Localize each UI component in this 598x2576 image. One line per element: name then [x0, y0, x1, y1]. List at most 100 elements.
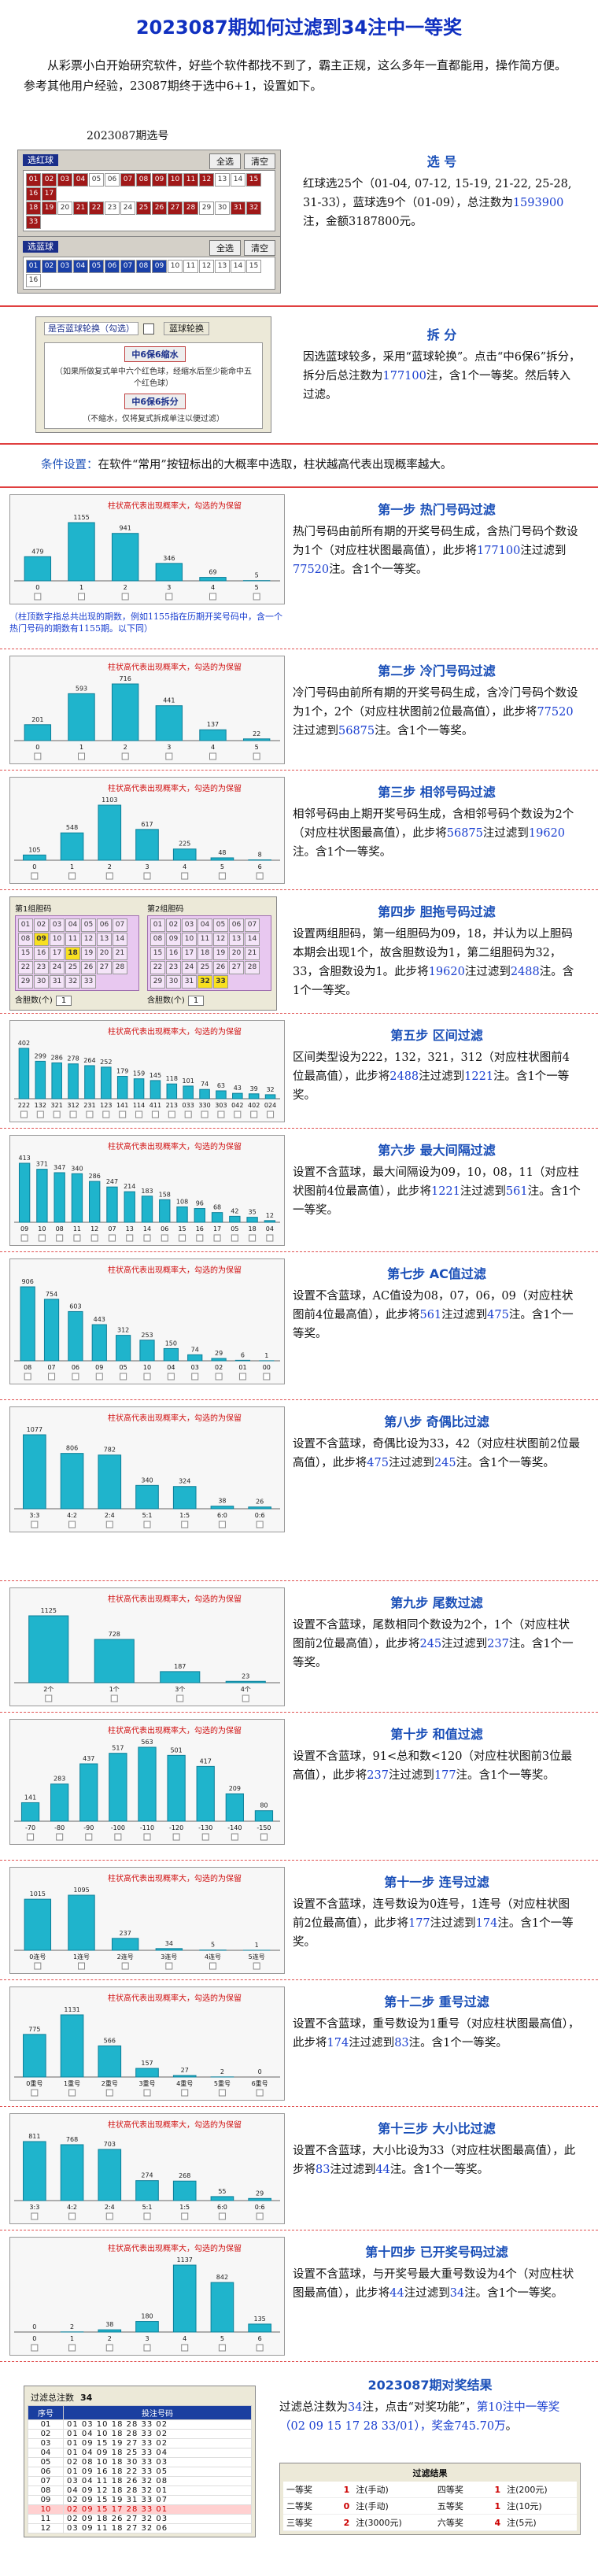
text: 注。含1个一等奖。 [456, 1769, 555, 1782]
row: 04 01 04 09 18 25 33 04 [28, 2448, 252, 2458]
chart-caption: 柱状高代表出现概率大，勾选的为保留 [108, 1141, 242, 1151]
check-box [110, 1695, 118, 1702]
category-label: 321 [51, 1102, 63, 1109]
chart-caption: 柱状高代表出现概率大，勾选的为保留 [108, 2120, 242, 2130]
ball: 31 [50, 975, 65, 989]
category-label: 2重号 [102, 2079, 118, 2087]
check-box [69, 1111, 77, 1118]
check-box [121, 752, 129, 760]
highlight: 19620 [528, 827, 566, 840]
text: 注过滤到 [441, 1309, 488, 1321]
value-label: 0 [258, 2068, 262, 2075]
header-row: 序号 投注号码 [28, 2405, 252, 2420]
text: 注过滤到 [464, 966, 511, 978]
text: 注。含1个一等奖。 [408, 2037, 508, 2049]
picker-text: 选 号红球选25个（01-04, 07-12, 15-19, 21-22, 25… [303, 151, 581, 231]
value-label: 402 [18, 1040, 30, 1047]
bar-chart: 柱状高代表出现概率大，勾选的为保留 775 0重号 1131 1重号 566 2重号 157 3… [9, 1987, 285, 2101]
check-box [242, 1695, 249, 1702]
check-box [201, 1111, 209, 1118]
value-label: 842 [216, 2274, 228, 2281]
value-label: 252 [100, 1059, 112, 1066]
check-box [114, 1833, 122, 1841]
value-label: 286 [89, 1173, 101, 1180]
step-chart: 柱状高代表出现概率大，勾选的为保留 413 09 371 10 347 08 340 11 286… [0, 1129, 293, 1251]
ball: 06 [229, 918, 244, 932]
highlight: 475 [367, 1457, 389, 1469]
ball: 31 [231, 201, 245, 215]
ball: 27 [168, 201, 183, 215]
check-box [234, 1111, 242, 1118]
heading: 第五步 区间过滤 [390, 1028, 483, 1043]
bar [18, 1162, 31, 1223]
check-box [90, 1234, 98, 1242]
bar [248, 859, 271, 861]
check-box [179, 1234, 186, 1242]
ball: 30 [166, 975, 181, 989]
ball: 24 [182, 961, 197, 974]
value-label: 346 [163, 555, 175, 562]
cell: 06 [28, 2467, 64, 2477]
paragraph: 冷门号码由前所有期的开奖号码生成，含冷门号码个数设为1个，2个（对应柱状图前2位… [293, 684, 581, 741]
dan-group: 第1组胆码 01 02 03 04 05 06 07 08 09 10 11 12 13 14 15 16 17 1… [15, 902, 139, 1006]
result-text: 2023087期对奖结果 过滤总注数为34注，点击“对奖功能”，第10注中一等奖（… [279, 2375, 581, 2436]
check-box [181, 2212, 189, 2220]
value-label: 1137 [177, 2256, 193, 2264]
step: 柱状高代表出现概率大，勾选的为保留 1015 0连号 1095 1连号 237 2连号 34 3… [0, 1861, 598, 1980]
heading: 2023087期对奖结果 [367, 2378, 493, 2393]
ball: 04 [73, 173, 88, 187]
ball: 25 [136, 201, 151, 215]
count-row: 含胆数(个) 1 [15, 993, 139, 1006]
category-label: -150 [257, 1824, 271, 1831]
check-box [105, 2344, 113, 2352]
check-box [34, 1962, 42, 1970]
ball: 10 [168, 173, 183, 187]
ball: 19 [213, 947, 228, 960]
heading: 第九步 尾数过滤 [390, 1595, 483, 1610]
check-box [135, 1111, 143, 1118]
category-label: 3重号 [138, 2079, 155, 2087]
highlight: 1221 [430, 1185, 460, 1198]
ball: 08 [136, 260, 151, 273]
cell: 02 08 10 18 30 33 03 [63, 2457, 252, 2467]
check-box [167, 1373, 175, 1380]
category-label: 4 [211, 584, 215, 591]
category-label: 06 [72, 1364, 79, 1371]
check-box [56, 1833, 64, 1841]
bar [211, 1358, 227, 1362]
bar [264, 1220, 276, 1223]
ball: 12 [213, 933, 228, 946]
category-label: 14 [143, 1225, 151, 1233]
chart-caption: 柱状高代表出现概率大，勾选的为保留 [108, 783, 242, 793]
ball: 18 [65, 947, 80, 960]
text: 注。含1个一等奖。 [293, 1185, 581, 1217]
bar [98, 2149, 122, 2201]
ball: 09 [152, 260, 167, 273]
category-label: -110 [140, 1824, 154, 1831]
buttons: 全选 清空 [206, 240, 275, 256]
bar [172, 2075, 197, 2078]
bar [23, 2141, 46, 2201]
prize-cell: 0 [333, 2497, 353, 2515]
category-label: 213 [166, 1102, 178, 1109]
value-label: 5 [255, 572, 259, 579]
step-text: 第二步 冷门号码过滤 冷门号码由前所有期的开奖号码生成，含冷门号码个数设为1个，2… [293, 649, 598, 770]
caption: 2023087期选号 [87, 130, 169, 142]
chart-caption: 柱状高代表出现概率大，勾选的为保留 [108, 1265, 242, 1275]
bar [210, 2196, 234, 2201]
check-box [218, 2344, 226, 2352]
step-chart: 柱状高代表出现概率大，勾选的为保留 775 0重号 1131 1重号 566 2重号 157 3… [0, 1980, 293, 2106]
ball: 24 [120, 201, 135, 215]
category-label: 141 [116, 1102, 128, 1109]
ball: 33 [26, 216, 41, 229]
category-label: 132 [35, 1102, 46, 1109]
tab: 蓝球轮换 [164, 322, 209, 335]
category-label: 222 [18, 1102, 30, 1109]
paragraph: 区间类型设为222，132，321，312（对应柱状图前4位最高值），此步将24… [293, 1048, 581, 1105]
bar-chart: 柱状高代表出现概率大，勾选的为保留 811 3:3 768 4:2 703 2:4 274 5:… [9, 2113, 285, 2224]
highlight: 34 [348, 2401, 363, 2414]
check-box [260, 1833, 268, 1841]
ball: 07 [113, 918, 127, 932]
text: 注，金额3187800元。 [303, 216, 423, 228]
text: 设置不含蓝球，重号数设为1重号（对应柱状图最高值），此步将 [293, 2018, 580, 2049]
